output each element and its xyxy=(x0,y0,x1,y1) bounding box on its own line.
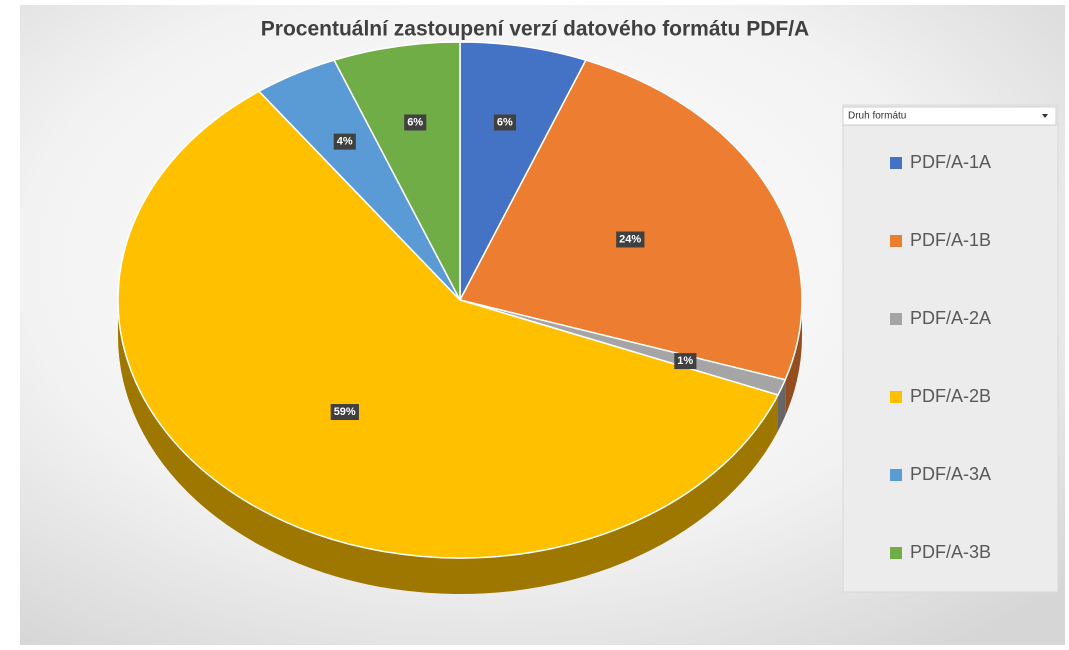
slice xyxy=(333,41,461,301)
legend-filter[interactable] xyxy=(842,106,1057,126)
slice xyxy=(458,59,803,381)
chart-title: Procentuální zastoupení verzí datového f… xyxy=(261,18,809,41)
legend-swatch xyxy=(890,157,902,169)
data-label: 1% xyxy=(677,355,693,367)
legend-label: PDF/A-2A xyxy=(910,308,991,328)
legend-swatch xyxy=(890,235,902,247)
slice xyxy=(459,41,587,301)
data-label-box xyxy=(330,404,359,421)
data-label-box xyxy=(493,114,517,131)
legend-label: PDF/A-1B xyxy=(910,230,991,250)
data-label-box xyxy=(616,231,645,248)
legend-swatch xyxy=(890,313,902,325)
dropdown-arrow xyxy=(1042,114,1048,118)
slice xyxy=(117,90,780,559)
data-label: 4% xyxy=(337,136,353,148)
data-label-box xyxy=(333,133,356,150)
legend-filter-label: Druh formátu xyxy=(848,111,906,122)
data-label-box xyxy=(404,114,427,131)
data-label-box xyxy=(674,353,697,370)
legend-label: PDF/A-3A xyxy=(910,464,991,484)
legend-label: PDF/A-1A xyxy=(910,152,991,172)
data-label: 24% xyxy=(619,233,641,245)
data-label: 6% xyxy=(497,117,513,129)
legend-swatch xyxy=(890,469,902,481)
legend-box xyxy=(842,104,1059,593)
legend-swatch xyxy=(890,547,902,559)
legend-label: PDF/A-3B xyxy=(910,542,991,562)
data-label: 59% xyxy=(334,406,356,418)
data-label: 6% xyxy=(407,117,423,129)
legend-label: PDF/A-2B xyxy=(910,386,991,406)
legend-swatch xyxy=(890,391,902,403)
